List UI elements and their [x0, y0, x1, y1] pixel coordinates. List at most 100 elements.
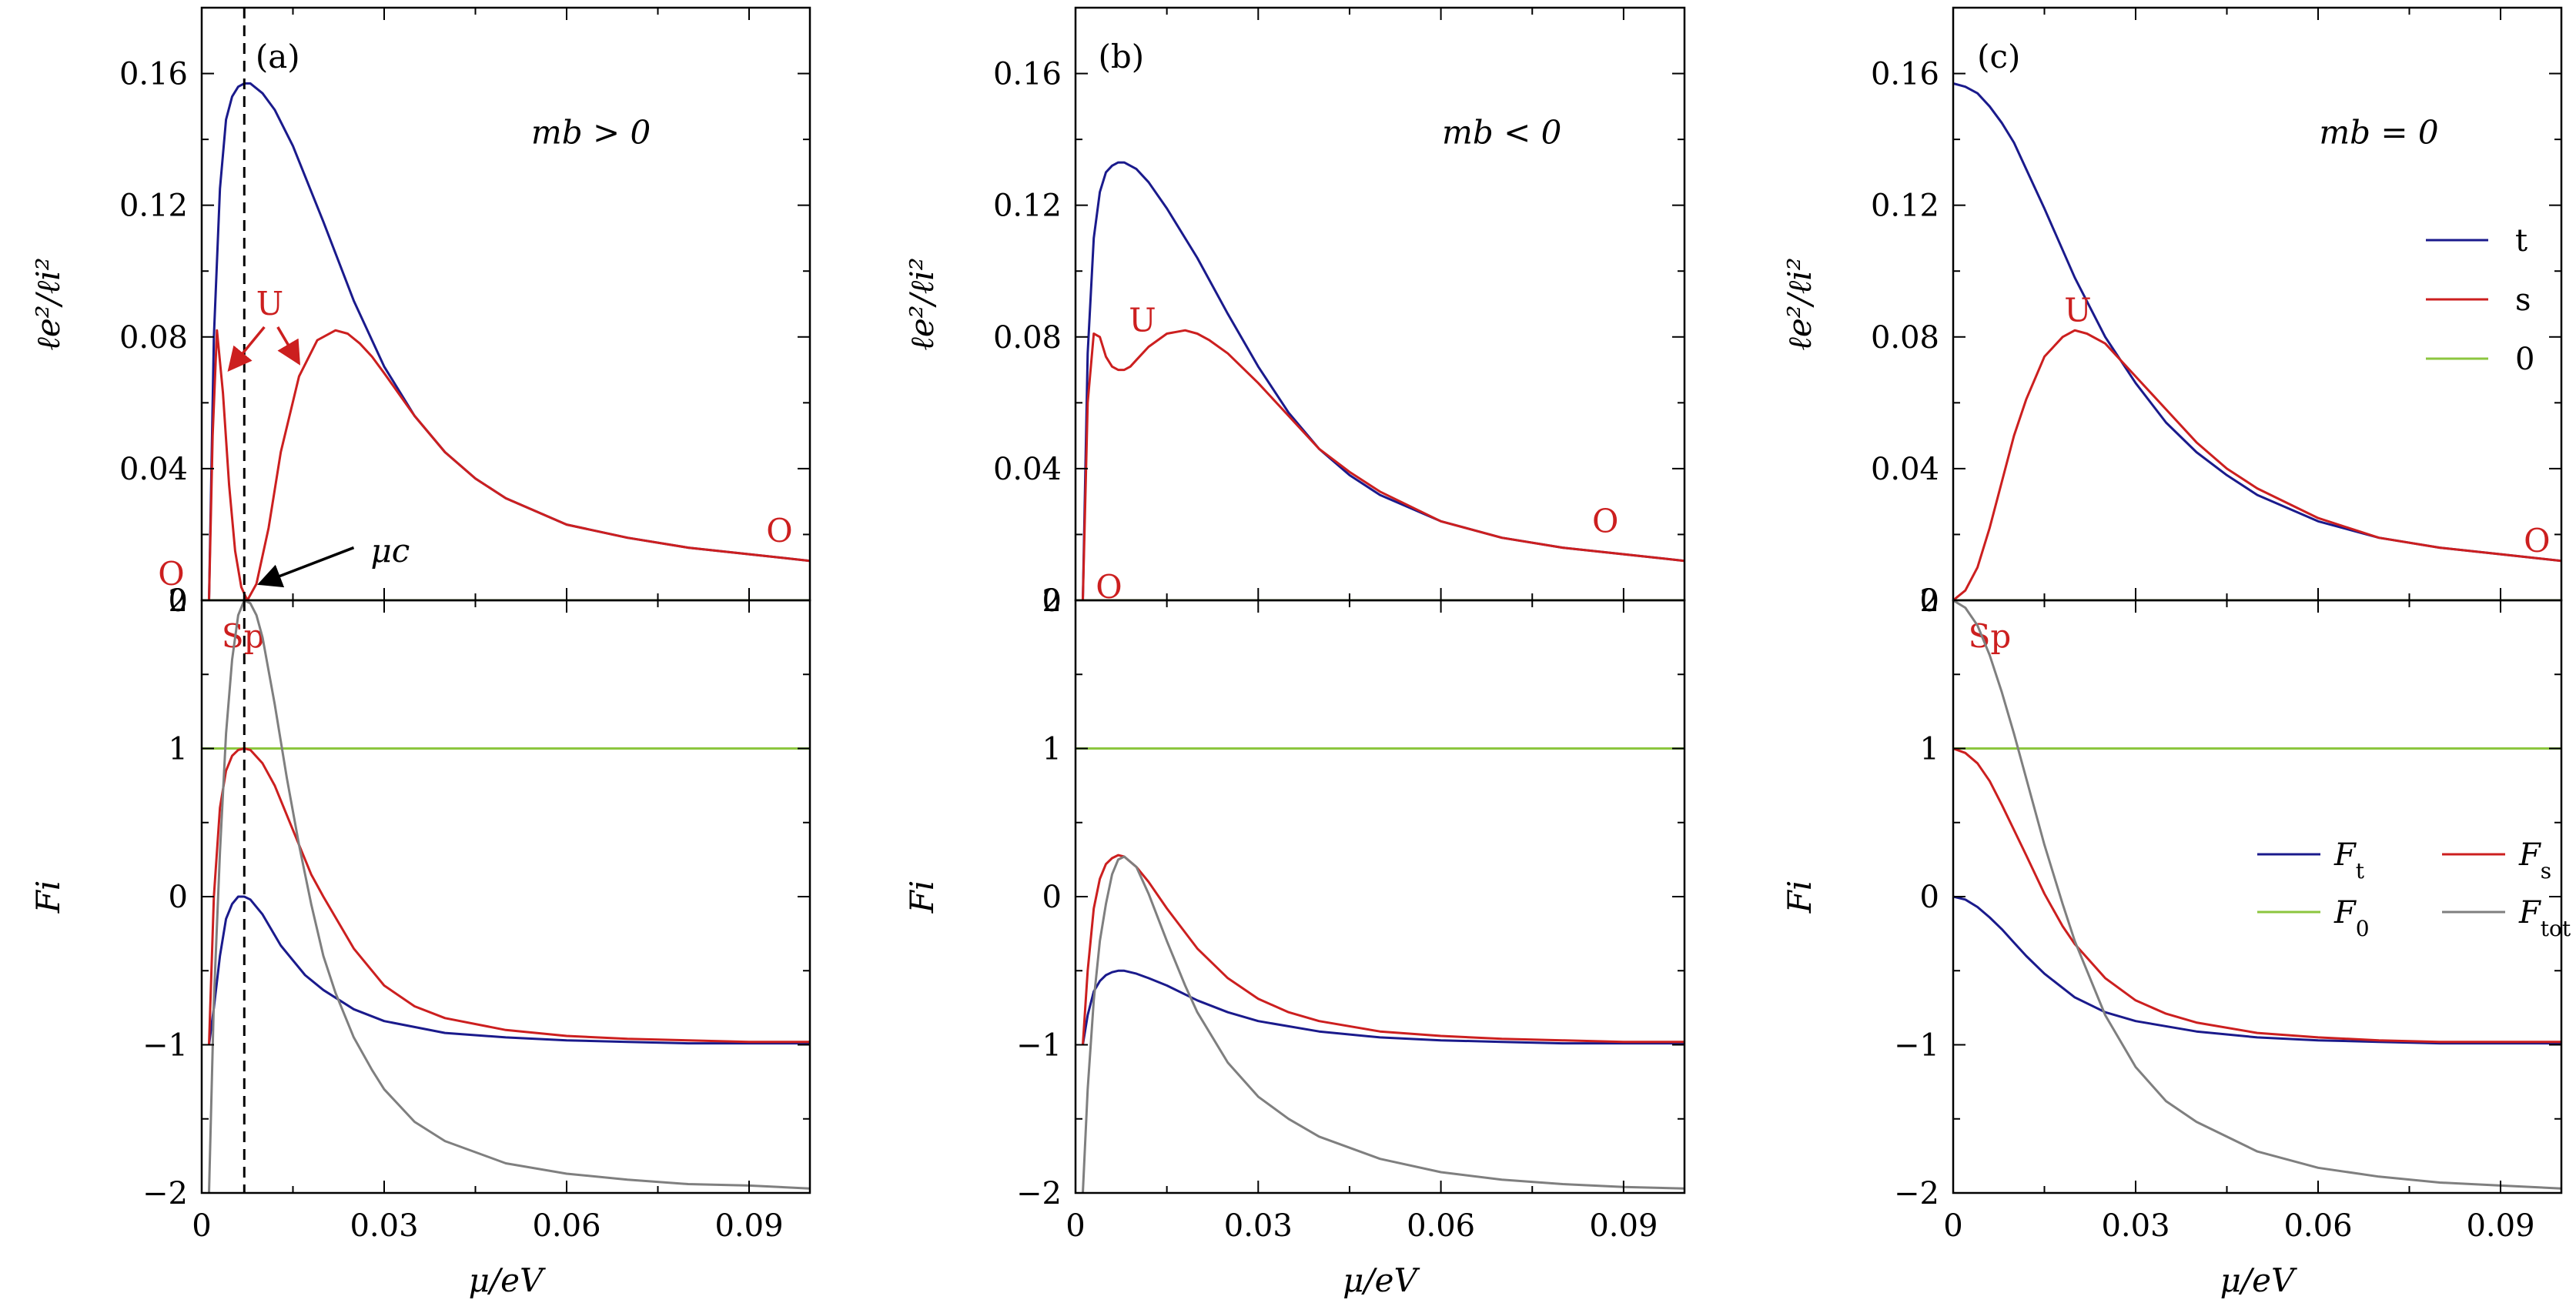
x-tick-label: 0.03: [2101, 1208, 2170, 1244]
y-tick-label: 0.08: [119, 320, 188, 356]
bottom-subplot: −2 −1 0 1 2 Fi: [29, 583, 811, 1211]
top-frame: [200, 6, 811, 602]
annotation: mb < 0: [1442, 114, 1561, 152]
legend-label: Ft: [2333, 837, 2365, 884]
annotation: O: [1096, 568, 1122, 606]
x-tick-label: 0: [1066, 1208, 1085, 1244]
x-tick-label: 0.06: [532, 1208, 601, 1244]
arrow-u-left: [227, 326, 266, 372]
y-axis-title-bottom: Fi: [903, 880, 941, 914]
y-tick-label: 1: [1920, 732, 1939, 767]
y-axis-title-bottom: Fi: [29, 880, 67, 914]
annotation: O: [2524, 522, 2550, 560]
series-t-line: [1082, 969, 1684, 1045]
y-tick-label: −1: [1894, 1028, 1939, 1064]
y-tick-label: 0: [169, 880, 188, 915]
series-s-line: [1953, 747, 2561, 1044]
y-tick-label: 1: [169, 732, 188, 767]
bottom-subplot: −2 −1 0 1 2 Fi: [903, 583, 1686, 1211]
y-tick-label: 0.16: [119, 57, 188, 92]
annotation: O: [1592, 502, 1618, 540]
y-tick-label: 2: [1920, 583, 1939, 619]
legend-label: s: [2515, 282, 2531, 318]
y-axis-title-top: ℓe²/ℓi²: [29, 257, 67, 350]
y-tick-label: 0.16: [1871, 57, 1939, 92]
bottom-frame: [1952, 599, 2563, 1194]
y-tick-label: −1: [142, 1028, 188, 1064]
series-s-line: [1082, 329, 1684, 600]
x-tick-label: 0.03: [1224, 1208, 1293, 1244]
annotation: O: [158, 555, 184, 593]
bottom-frame: [200, 599, 811, 1194]
legend-label: t: [2515, 223, 2527, 259]
top-subplot: 0 0.04 0.08 0.12 0.16 ℓe²/ℓi² (b) mb < 0 U O O: [903, 6, 1686, 619]
series-s-line: [208, 329, 810, 600]
series-s-line: [1953, 329, 2561, 600]
annotation: μc: [370, 532, 410, 570]
y-tick-label: 0.08: [993, 320, 1062, 356]
annotation: (b): [1098, 38, 1144, 75]
series-t-line: [1953, 895, 2561, 1045]
x-tick-label: 0.09: [714, 1208, 783, 1244]
annotation: U: [256, 285, 283, 322]
legend-bottom: Ft Fs F0 Ftot: [2257, 837, 2571, 941]
bottom-subplot: −2 −1 0 1 2 Fi: [1781, 583, 2563, 1211]
x-tick-label: 0.03: [350, 1208, 418, 1244]
panel-1: 0 0.04 0.08 0.12 0.16 ℓe²/ℓi² (a) mb > 0 U O O Sp μc…: [29, 6, 811, 1299]
y-tick-label: 1: [1042, 732, 1062, 767]
x-tick-label: 0.06: [2283, 1208, 2352, 1244]
series-t-line: [208, 82, 810, 600]
annotation: U: [1129, 301, 1156, 339]
y-tick-label: 0.12: [119, 189, 188, 224]
x-tick-label: 0.09: [1589, 1208, 1658, 1244]
series-t-line: [208, 895, 810, 1045]
legend-label: 0: [2515, 342, 2534, 377]
y-tick-label: −2: [142, 1176, 188, 1211]
bottom-frame: [1074, 599, 1686, 1194]
top-subplot: 0 0.04 0.08 0.12 0.16 ℓe²/ℓi² (a) mb > 0 U O O Sp μc: [29, 6, 811, 655]
y-tick-label: 0.12: [1871, 189, 1939, 224]
x-tick-label: 0: [192, 1208, 211, 1244]
y-tick-label: 2: [1042, 583, 1062, 619]
y-tick-label: 0: [1920, 583, 1939, 619]
y-tick-label: 0.04: [1871, 452, 1939, 487]
x-tick-label: 0.06: [1407, 1208, 1475, 1244]
x-axis-title: μ/eV: [469, 1261, 546, 1299]
y-tick-label: 0.04: [993, 452, 1062, 487]
panel-2: 0 0.04 0.08 0.12 0.16 ℓe²/ℓi² (b) mb < 0 U O O −2 −1…: [903, 6, 1686, 1299]
series-s-line: [208, 747, 810, 1045]
y-tick-label: 0.04: [119, 452, 188, 487]
legend-top: ts 0: [2426, 223, 2534, 377]
y-axis-title-top: ℓe²/ℓi²: [1781, 257, 1818, 350]
annotation: O: [766, 512, 792, 550]
y-tick-label: −1: [1016, 1028, 1062, 1064]
series-tot-line: [1953, 600, 2561, 1190]
series-tot-line: [1082, 855, 1684, 1193]
y-tick-label: 0.12: [993, 189, 1062, 224]
annotation: (c): [1977, 38, 2020, 75]
y-tick-label: −2: [1016, 1176, 1062, 1211]
annotation: mb = 0: [2319, 114, 2438, 152]
x-tick-label: 0.09: [2466, 1208, 2534, 1244]
y-tick-label: 0: [1042, 880, 1062, 915]
y-tick-label: 0.16: [993, 57, 1062, 92]
y-axis-title-top: ℓe²/ℓi²: [903, 257, 941, 350]
legend-label: Ftot: [2518, 895, 2571, 941]
annotation: Sp: [222, 617, 265, 655]
y-tick-label: 0: [1042, 583, 1062, 619]
series-tot-line: [208, 600, 810, 1193]
annotation: (a): [256, 38, 300, 75]
annotation: mb > 0: [531, 114, 651, 152]
annotation: U: [2064, 292, 2091, 329]
y-tick-label: 2: [169, 583, 188, 619]
legend-label: F0: [2333, 895, 2370, 941]
legend-label: Fs: [2518, 837, 2551, 884]
y-tick-label: −2: [1894, 1176, 1939, 1211]
y-axis-title-bottom: Fi: [1781, 880, 1818, 914]
y-tick-label: 0: [1920, 880, 1939, 915]
arrow-mu-c: [257, 546, 355, 588]
y-tick-label: 0: [169, 583, 188, 619]
